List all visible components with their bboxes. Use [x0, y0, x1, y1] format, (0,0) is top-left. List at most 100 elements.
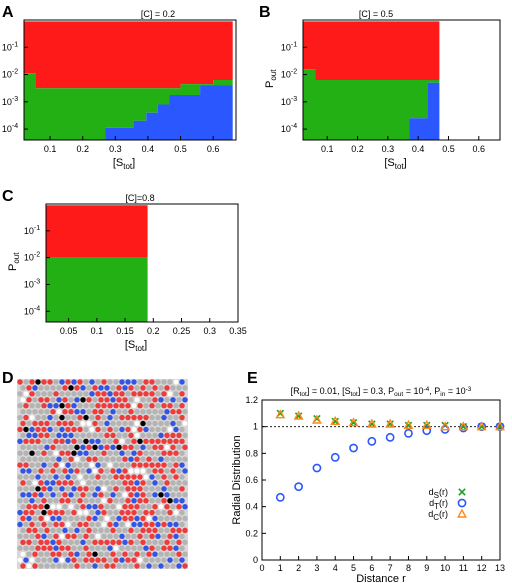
lattice-site-blue [65, 438, 71, 445]
lattice-site-gray [86, 385, 92, 391]
lattice-site-gray [86, 432, 92, 439]
lattice-site-gray [56, 385, 62, 391]
lattice-site-gray [101, 545, 107, 551]
lattice-site-gray [17, 533, 23, 540]
lattice-site-gray [80, 432, 86, 439]
lattice-site-blue [17, 521, 23, 528]
lattice-site-gray [104, 456, 110, 462]
lattice-site-gray [20, 444, 26, 451]
panel-e-point-dC [275, 409, 286, 419]
lattice-site-gray [170, 456, 176, 462]
lattice-site-gray [92, 527, 98, 534]
lattice-site-gray [26, 480, 32, 486]
panel-e-xtick-label: 10 [440, 563, 450, 573]
lattice-site-blue [134, 480, 140, 486]
lattice-site-gray [155, 474, 161, 480]
lattice-site-gray [53, 414, 59, 421]
lattice-site-white [26, 563, 32, 569]
lattice-site-gray [179, 474, 185, 480]
panel-c-chart: 0.05 0.1 0.15 0.2 0.25 0.3 0.35 10-1 10-2 10-3 10-… [7, 203, 247, 353]
lattice-site-gray [161, 533, 167, 540]
lattice-site-red [161, 450, 167, 456]
lattice-site-red [38, 480, 44, 486]
lattice-site-red [26, 397, 32, 403]
panel-e-point-dC [495, 421, 505, 431]
lattice-site-red [146, 527, 152, 534]
lattice-site-red [68, 456, 74, 462]
panel-e-chart: 0 1 2 3 4 5 6 7 8 9 10 11 12 1300.20.40.60.811.2Dista… [231, 386, 505, 583]
lattice-site-gray [179, 521, 185, 528]
panel-a-title: [C] = 0.2 [141, 9, 175, 19]
lattice-site-red [35, 426, 41, 433]
lattice-site-gray [74, 480, 80, 486]
panel-e-point-dS [404, 421, 413, 430]
lattice-site-red [20, 563, 26, 569]
lattice-site-gray [113, 497, 119, 504]
lattice-site-red [74, 563, 80, 569]
lattice-site-gray [146, 385, 152, 391]
lattice-site-red [170, 444, 176, 451]
panel-a-xtick-label: 0.2 [76, 144, 89, 154]
lattice-site-blue [62, 432, 68, 439]
lattice-site-red [155, 438, 161, 445]
lattice-site-blue [74, 397, 80, 403]
lattice-site-red [38, 432, 44, 439]
lattice-site-gray [170, 515, 176, 522]
lattice-site-gray [179, 509, 185, 516]
lattice-site-gray [53, 426, 59, 433]
lattice-site-gray [104, 551, 110, 557]
panel-e-xtick-label: 0 [259, 563, 264, 573]
lattice-site-gray [179, 426, 185, 433]
lattice-site-gray [56, 444, 62, 451]
lattice-site-red [122, 515, 128, 522]
lattice-site-red [107, 521, 113, 528]
lattice-site-gray [179, 533, 185, 540]
lattice-site-white [53, 450, 59, 457]
lattice-site-blue [59, 486, 65, 492]
lattice-site-white [173, 509, 179, 516]
lattice-site-gray [155, 391, 161, 397]
lattice-site-gray [146, 468, 152, 474]
lattice-site-white [92, 468, 98, 474]
lattice-site-blue [110, 408, 116, 415]
panel-e-point-dC [458, 421, 469, 431]
lattice-site-red [104, 444, 110, 451]
lattice-site-blue [134, 515, 140, 522]
lattice-site-gray [83, 391, 89, 397]
lattice-site-red [77, 414, 83, 421]
lattice-site-gray [47, 391, 53, 397]
panel-c-region-red [46, 205, 148, 258]
lattice-site-red [167, 545, 173, 551]
lattice-site-gray [152, 420, 158, 427]
lattice-site-white [77, 474, 83, 480]
lattice-site-red [137, 402, 143, 409]
lattice-site-blue [131, 450, 137, 456]
panel-e-point-dC [293, 410, 304, 420]
lattice-site-red [128, 503, 134, 510]
lattice-site-gray [77, 545, 83, 551]
lattice-site-red [65, 426, 71, 433]
lattice-site-gray [32, 539, 38, 546]
lattice-site-gray [86, 408, 92, 415]
panel-e-point-dS [349, 418, 358, 427]
lattice-site-red [98, 397, 104, 403]
legend-marker-circle [457, 498, 467, 508]
lattice-site-gray [50, 563, 56, 569]
lattice-site-white [20, 551, 26, 558]
panel-b-ylabel: Pout [264, 69, 278, 88]
lattice-site-gray [155, 450, 161, 456]
panel-a-frame [23, 19, 237, 141]
lattice-site-blue [173, 533, 179, 540]
lattice-site-gray [89, 402, 95, 409]
lattice-site-gray [26, 408, 32, 415]
lattice-site-red [38, 420, 44, 427]
lattice-site-red [95, 414, 101, 421]
lattice-site-black [137, 438, 143, 445]
lattice-site-blue [179, 462, 185, 468]
lattice-site-white [56, 408, 62, 415]
lattice-site-red [101, 450, 107, 456]
lattice-site-red [149, 438, 155, 445]
lattice-site-red [149, 545, 155, 551]
lattice-site-gray [134, 385, 140, 391]
lattice-site-gray [152, 539, 158, 546]
